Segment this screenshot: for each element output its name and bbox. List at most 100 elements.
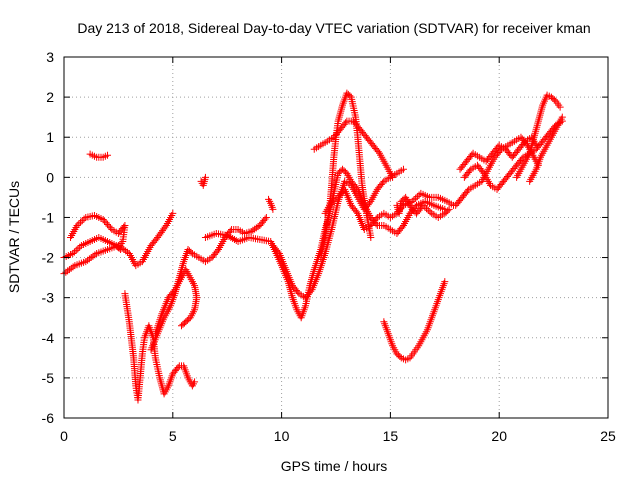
data-point [82, 258, 90, 266]
data-point [262, 213, 270, 221]
data-point [187, 248, 195, 256]
data-point [556, 103, 564, 111]
data-point [269, 205, 277, 213]
y-tick-label: 2 [46, 89, 54, 105]
series-10 [317, 89, 375, 262]
y-tick-label: -5 [42, 370, 55, 386]
data-point [412, 194, 420, 202]
y-tick-label: -6 [42, 410, 55, 426]
data-point [445, 205, 453, 213]
data-point [415, 191, 423, 199]
data-point [89, 252, 97, 260]
series-20 [197, 173, 209, 189]
data-point [379, 179, 387, 187]
data-point [104, 151, 112, 159]
data-point [77, 218, 85, 226]
data-point [178, 322, 186, 330]
data-point [65, 266, 73, 274]
series-13 [393, 193, 453, 221]
series-5 [121, 290, 199, 404]
data-point [396, 352, 404, 360]
y-axis-label: SDTVAR / TECUs [6, 181, 22, 293]
data-point [179, 320, 187, 328]
data-point [114, 244, 122, 252]
data-point [67, 264, 75, 272]
data-point [413, 193, 421, 201]
data-point [91, 251, 99, 259]
data-point [421, 203, 429, 211]
data-point [174, 363, 182, 371]
data-point [122, 247, 130, 255]
data-point [69, 263, 77, 271]
data-point [372, 215, 380, 223]
data-point [307, 287, 315, 295]
series-7 [147, 213, 270, 354]
data-point [76, 243, 84, 251]
x-tick-label: 20 [491, 428, 507, 444]
data-point [261, 215, 269, 223]
data-point [62, 268, 70, 276]
series-3 [67, 211, 129, 252]
data-point [463, 187, 471, 195]
data-point [399, 165, 407, 173]
x-axis-label: GPS time / hours [281, 458, 388, 474]
data-point [374, 148, 382, 156]
data-point [69, 250, 77, 258]
series-18 [513, 91, 564, 181]
data-point [161, 223, 169, 231]
data-point [104, 220, 112, 228]
x-tick-label: 10 [274, 428, 290, 444]
data-point [227, 234, 235, 241]
data-point [441, 278, 449, 286]
data-point [201, 173, 209, 181]
series-17 [460, 117, 566, 193]
data-point [424, 206, 432, 214]
data-point [419, 201, 427, 209]
data-point [84, 256, 92, 264]
series-11 [310, 117, 397, 181]
data-point [99, 215, 107, 223]
y-tick-label: -2 [42, 250, 55, 266]
x-tick-label: 5 [169, 428, 177, 444]
data-series [60, 89, 566, 404]
data-point [558, 113, 566, 121]
plot-frame [63, 56, 609, 419]
data-point [169, 209, 177, 217]
data-point [230, 236, 238, 244]
series-1 [60, 209, 177, 278]
data-point [423, 205, 431, 213]
data-point [522, 140, 530, 148]
data-point [70, 248, 78, 256]
x-tick-label: 25 [600, 428, 616, 444]
data-point [78, 217, 86, 225]
y-tick-label: 3 [46, 49, 54, 65]
series-19 [526, 113, 566, 185]
data-point [352, 208, 360, 216]
data-point [496, 147, 504, 155]
x-tick-label: 0 [60, 428, 68, 444]
y-tick-label: -4 [42, 330, 55, 346]
data-point [73, 221, 81, 229]
data-point [72, 246, 80, 254]
data-point [226, 227, 234, 235]
data-point [191, 378, 199, 386]
data-point [225, 232, 233, 240]
data-point [229, 235, 237, 243]
data-point [346, 92, 354, 100]
series-21 [265, 195, 277, 213]
data-point [213, 247, 221, 255]
series-14 [380, 278, 449, 364]
data-point [367, 234, 375, 241]
chart-title: Day 213 of 2018, Sidereal Day-to-day VTE… [77, 20, 590, 36]
data-point [426, 208, 434, 216]
series-16 [452, 133, 542, 209]
data-point [223, 231, 231, 239]
data-point [294, 288, 302, 296]
y-tick-label: -1 [42, 209, 55, 225]
data-point [74, 245, 82, 253]
y-tick-label: -3 [42, 290, 55, 306]
data-point [444, 207, 452, 215]
series-4 [86, 150, 112, 161]
data-point [64, 267, 72, 275]
